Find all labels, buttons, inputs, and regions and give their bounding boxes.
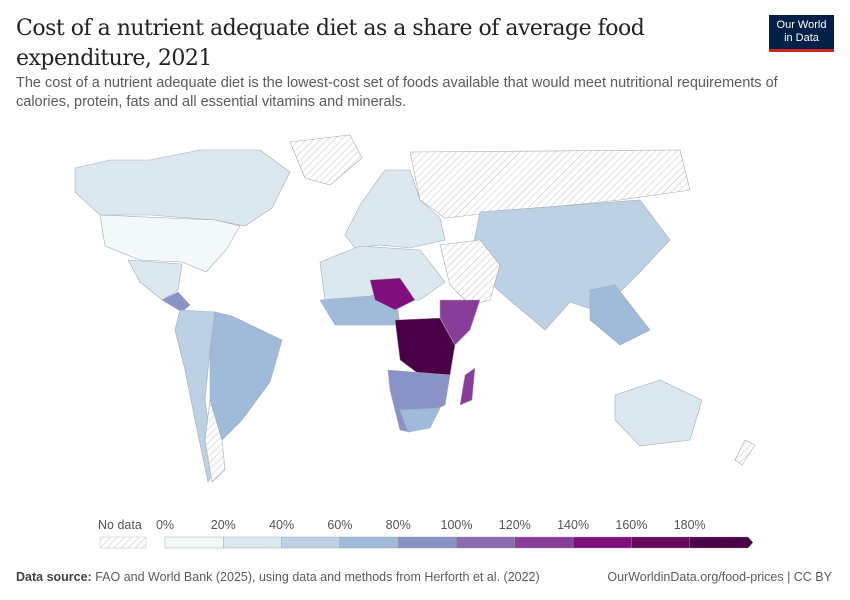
legend-tick-label: 100% — [441, 518, 473, 532]
region-usa — [99, 214, 241, 273]
legend-bin-9[interactable] — [689, 536, 754, 549]
legend-bin-2[interactable] — [281, 536, 341, 549]
legend-bin-0[interactable] — [164, 536, 224, 549]
region-europe — [344, 169, 446, 249]
region-central-america — [161, 291, 191, 313]
region-east-africa — [439, 299, 481, 346]
legend-bin-3[interactable] — [339, 536, 399, 549]
color-legend: No data 0% 20% 40% 60% 80% 100% 120% 140% 160% 18… — [98, 518, 754, 549]
region-brazil — [209, 311, 283, 441]
page-title: Cost of a nutrient adequate diet as a sh… — [16, 16, 645, 71]
world-map[interactable] — [0, 125, 850, 505]
region-australia — [614, 379, 703, 447]
legend-bin-5[interactable] — [456, 536, 515, 549]
region-madagascar — [459, 367, 476, 406]
logo-line-2: in Data — [784, 32, 819, 44]
region-mexico — [127, 259, 183, 301]
legend-tick-label: 80% — [386, 518, 411, 532]
legend-tick-label: 20% — [211, 518, 236, 532]
legend-bin-6[interactable] — [514, 536, 574, 549]
owid-logo[interactable]: Our World in Data — [769, 15, 834, 52]
logo-line-1: Our World — [776, 19, 827, 31]
legend-bin-8[interactable] — [631, 536, 690, 549]
legend-bin-1[interactable] — [223, 536, 282, 549]
legend-bin-7[interactable] — [572, 536, 632, 549]
legend-bin-4[interactable] — [398, 536, 457, 549]
region-sahel — [369, 277, 416, 311]
legend-tick-label: 0% — [156, 518, 174, 532]
region-southeast-asia — [589, 284, 651, 346]
region-canada — [74, 149, 291, 227]
region-south-africa — [399, 407, 441, 433]
legend-tick-label: 180% — [674, 518, 706, 532]
legend-no-data-swatch — [99, 536, 147, 549]
footer-url-license[interactable]: OurWorldinData.org/food-prices | CC BY — [607, 570, 832, 584]
legend-tick-label: 140% — [557, 518, 589, 532]
page-subtitle: The cost of a nutrient adequate diet is … — [16, 75, 778, 110]
footer-source: Data source: FAO and World Bank (2025), … — [16, 570, 540, 584]
region-middle-east — [439, 239, 501, 306]
source-label: Data source: — [16, 570, 92, 584]
region-new-zealand — [734, 439, 756, 466]
legend-tick-label: 40% — [269, 518, 294, 532]
legend-tick-label: 120% — [499, 518, 531, 532]
legend-tick-label: 60% — [327, 518, 352, 532]
legend-tick-label: 160% — [615, 518, 647, 532]
legend-no-data-label: No data — [98, 518, 142, 532]
region-greenland — [289, 134, 363, 186]
source-text[interactable]: FAO and World Bank (2025), using data an… — [95, 570, 540, 584]
region-argentina — [204, 399, 226, 483]
